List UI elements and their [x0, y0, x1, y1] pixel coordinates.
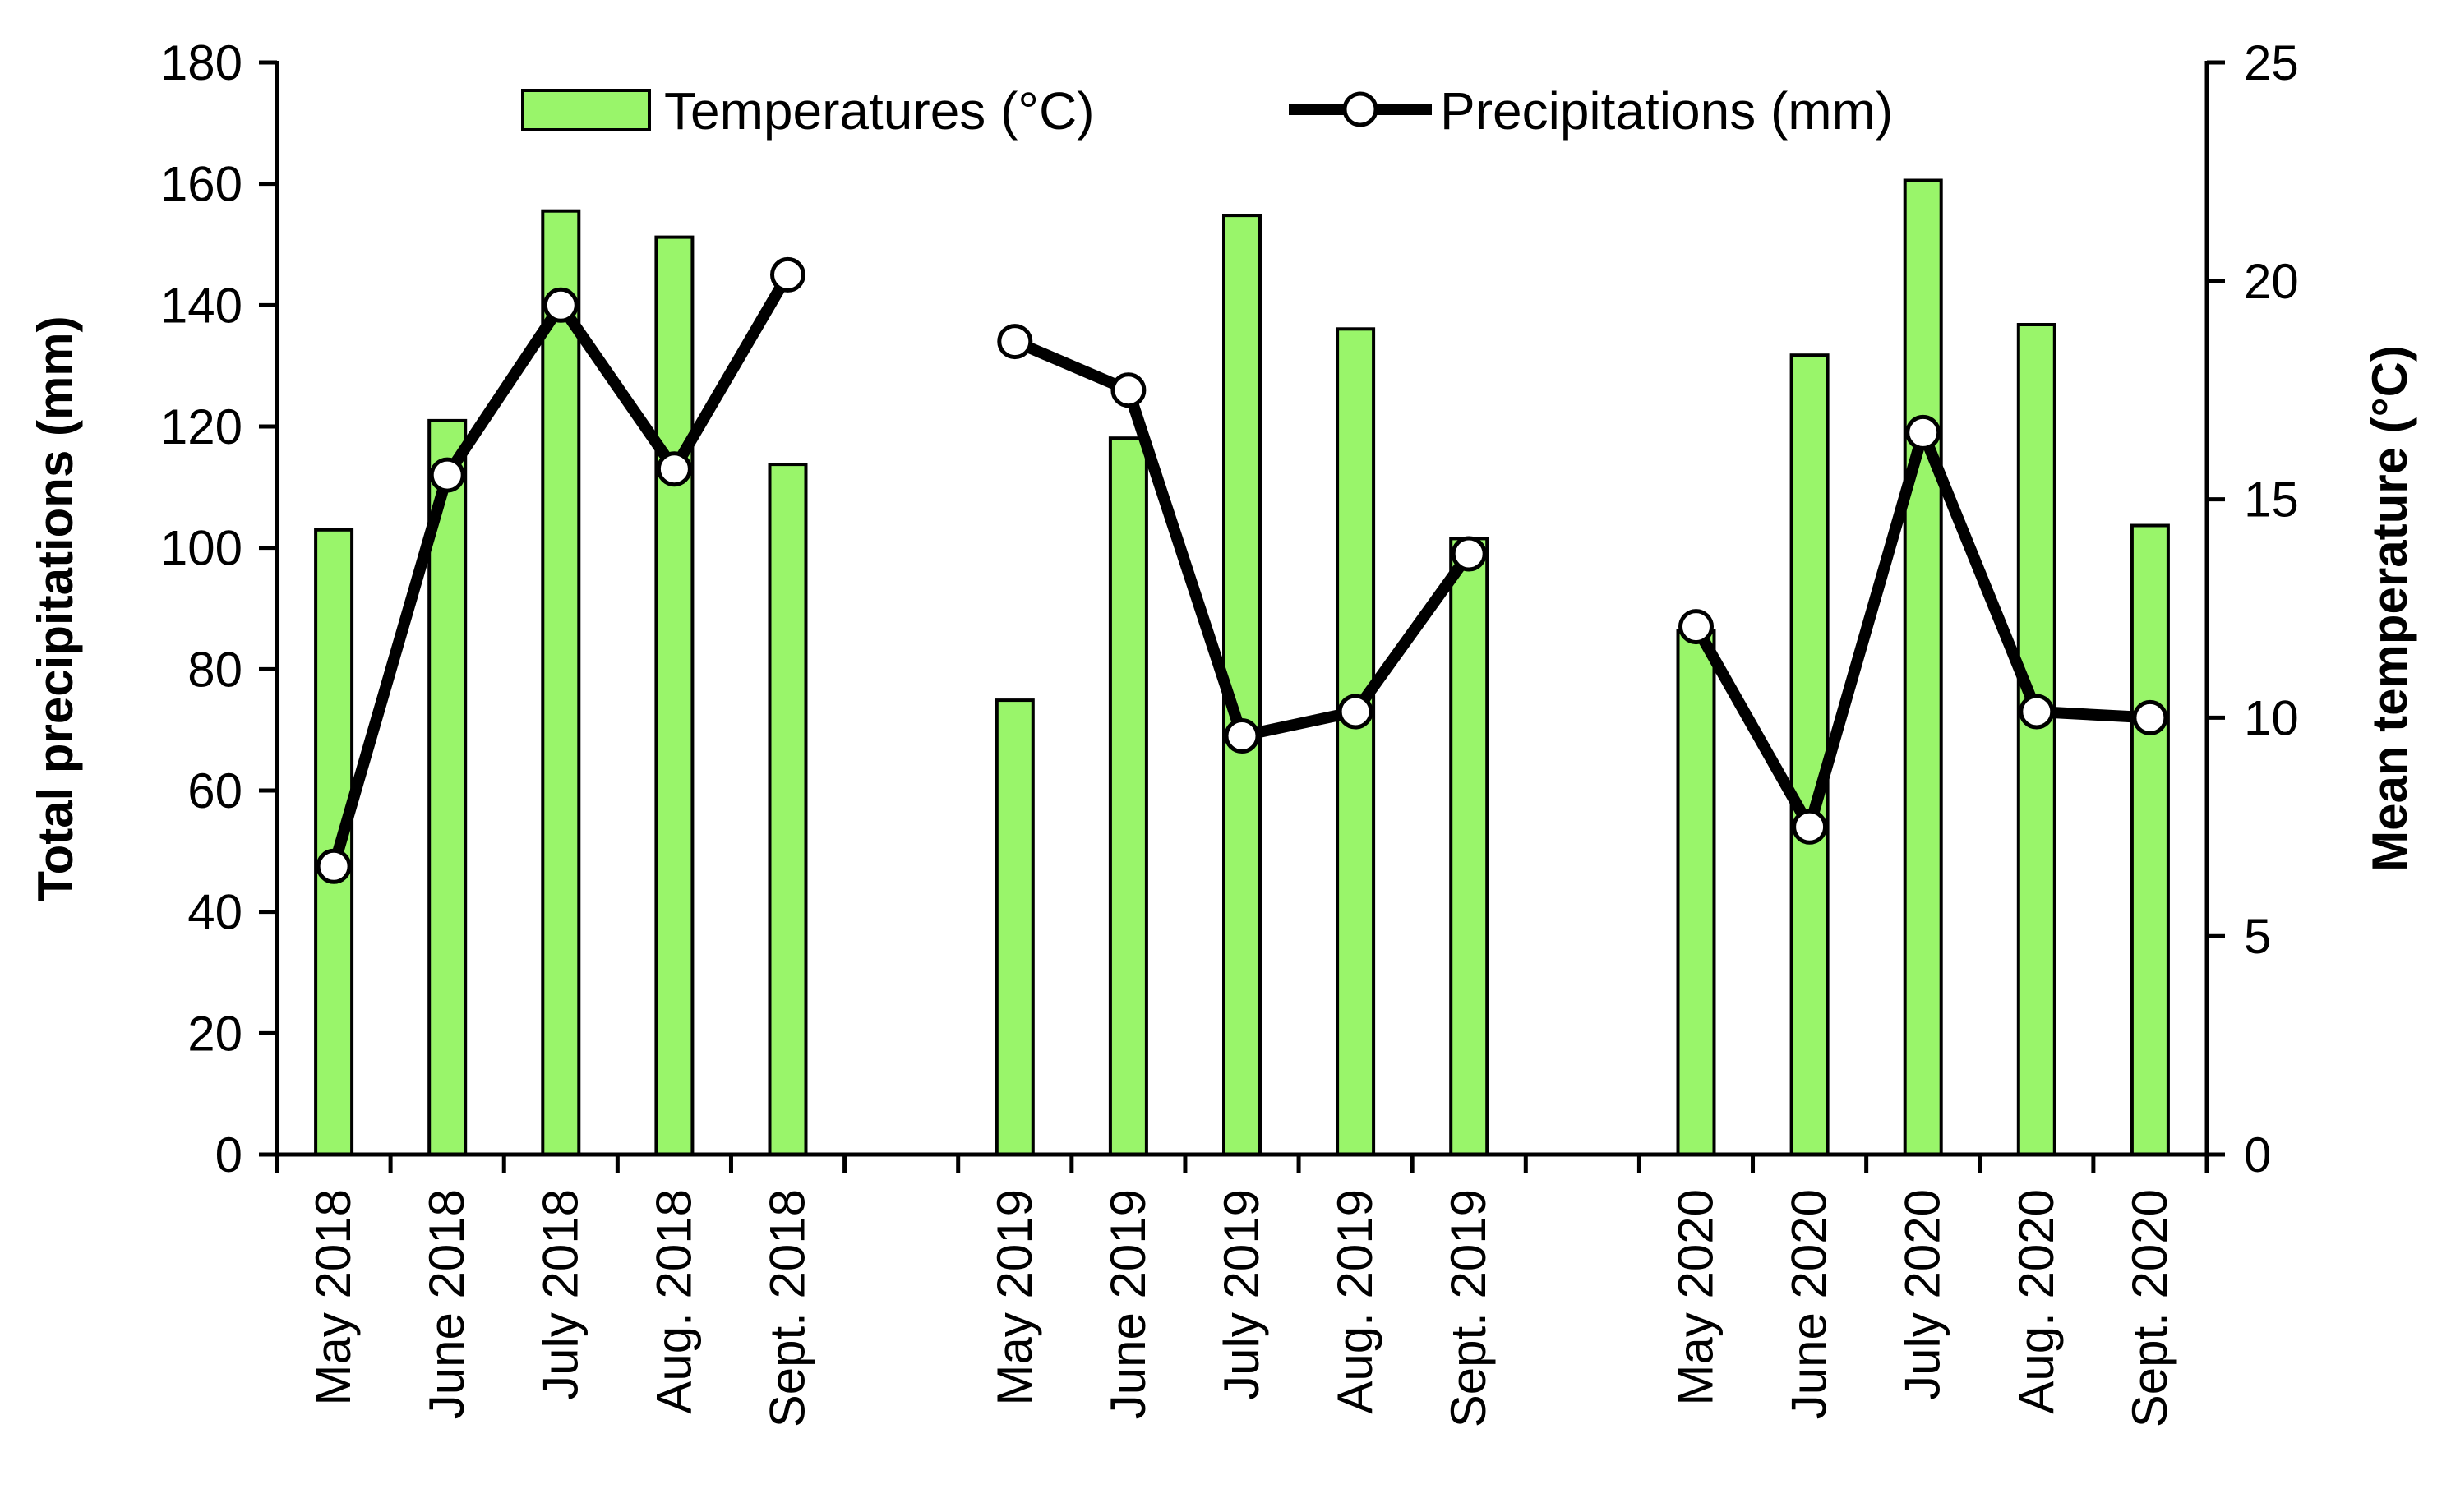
precipitation-point	[1337, 694, 1373, 730]
x-tick-label: June 2020	[1782, 1189, 1837, 1419]
left-tick-label: 40	[187, 885, 242, 940]
x-tick-label: Aug. 2019	[1327, 1189, 1382, 1414]
left-tick-label: 140	[160, 278, 242, 333]
right-tick-label: 5	[2244, 909, 2271, 964]
precipitation-point	[1678, 609, 1714, 645]
y-axis-title: Total precipitations (mm)	[28, 316, 83, 901]
legend-marker-swatch	[1342, 91, 1378, 127]
precipitation-point	[1224, 718, 1260, 754]
precipitation-point	[997, 324, 1033, 360]
precipitation-point	[770, 256, 805, 293]
x-tick-label: Sept. 2019	[1441, 1189, 1496, 1427]
y2-axis-title: Mean temperature (°C)	[2362, 345, 2417, 872]
temperature-bar	[1903, 178, 1943, 1156]
precipitation-point	[542, 287, 579, 323]
precipitation-point	[1792, 809, 1828, 845]
temperature-bar	[1449, 537, 1489, 1156]
right-tick-label: 0	[2244, 1127, 2271, 1182]
precipitation-point	[2132, 699, 2168, 735]
bars-layer	[314, 178, 2170, 1157]
x-tick-label: July 2020	[1895, 1189, 1950, 1400]
legend-temperature-label: Temperatures (°C)	[664, 81, 1095, 141]
x-tick-label: Aug. 2018	[646, 1189, 701, 1414]
left-tick-label: 100	[160, 521, 242, 576]
right-tick-label: 15	[2244, 472, 2299, 528]
x-tick-label: May 2020	[1668, 1189, 1723, 1406]
x-tick-label: Aug. 2020	[2009, 1189, 2064, 1414]
precipitation-point	[316, 848, 352, 884]
x-tick-label: June 2018	[419, 1189, 474, 1419]
precipitation-point	[1110, 372, 1147, 408]
temperature-bar	[1676, 629, 1716, 1156]
right-tick-label: 25	[2244, 35, 2299, 90]
x-tick-label: May 2019	[987, 1189, 1042, 1406]
x-tick-label: Sept. 2018	[760, 1189, 815, 1427]
temperature-bar	[2016, 323, 2056, 1156]
temperature-bar	[1789, 353, 1830, 1156]
precipitation-point	[429, 457, 465, 493]
left-tick-label: 180	[160, 35, 242, 90]
precipitation-point	[1451, 536, 1487, 572]
legend: Temperatures (°C) Precipitations (mm)	[521, 81, 1893, 141]
x-tick-label: June 2019	[1101, 1189, 1156, 1419]
x-tick-label: May 2018	[306, 1189, 361, 1406]
temperature-bar	[654, 235, 695, 1157]
precipitation-point	[2019, 694, 2055, 730]
legend-precipitation-label: Precipitations (mm)	[1440, 81, 1893, 141]
temperature-bar	[768, 463, 808, 1156]
x-tick-label: July 2019	[1214, 1189, 1269, 1400]
left-tick-label: 20	[187, 1006, 242, 1061]
temperature-bar	[995, 698, 1035, 1156]
temperature-bar	[2130, 523, 2170, 1156]
precipitation-point	[656, 451, 692, 487]
x-tick-label: Sept. 2020	[2122, 1189, 2177, 1427]
temperature-bar	[1108, 436, 1148, 1156]
right-tick-label: 10	[2244, 690, 2299, 745]
left-tick-label: 60	[187, 763, 242, 818]
x-tick-label: July 2018	[533, 1189, 588, 1400]
precipitation-point	[1905, 414, 1941, 450]
legend-bar-swatch	[521, 89, 651, 131]
temperature-bar	[541, 209, 581, 1157]
right-tick-label: 20	[2244, 254, 2299, 309]
left-tick-label: 0	[215, 1127, 242, 1182]
temperature-bar	[1336, 327, 1376, 1156]
axes-layer: 0 20 40 60 80 100 120 140 160 180 0 5 10 15 20 25 May 20…	[28, 35, 2417, 1427]
left-tick-label: 160	[160, 157, 242, 212]
left-tick-label: 80	[187, 642, 242, 697]
line-layer	[316, 256, 2168, 884]
left-tick-label: 120	[160, 399, 242, 454]
